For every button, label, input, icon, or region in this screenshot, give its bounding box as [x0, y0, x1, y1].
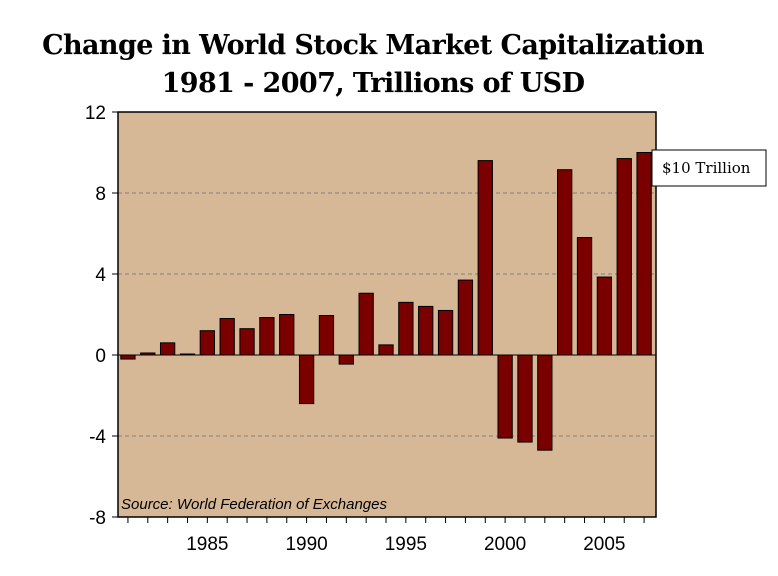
x-tick-label: 2005 [583, 534, 625, 555]
y-tick-label: 12 [85, 103, 106, 124]
y-tick-label: 0 [95, 346, 106, 367]
x-tick-label: 2000 [484, 534, 526, 555]
y-tick-label: -8 [89, 508, 106, 529]
bar-1994 [378, 344, 394, 356]
bar-1985 [199, 330, 215, 356]
bar-2000 [497, 354, 513, 439]
bar-2006 [616, 158, 632, 356]
bar-1981 [120, 354, 136, 360]
bar-1990 [298, 354, 315, 405]
x-tick-label: 1985 [186, 534, 228, 555]
bar-2002 [537, 354, 553, 451]
source-note: Source: World Federation of Exchanges [121, 496, 387, 513]
plot-frame [117, 111, 657, 518]
y-tick-label: -4 [89, 427, 106, 448]
bar-1995 [398, 301, 414, 356]
bar-2003 [557, 169, 573, 356]
x-tick-label: 1995 [385, 534, 427, 555]
y-tick-label: 4 [95, 265, 106, 286]
bar-1999 [477, 160, 493, 356]
bar-1992 [338, 354, 354, 365]
callout-box [651, 149, 767, 187]
bar-1993 [358, 292, 374, 356]
bar-1997 [437, 309, 454, 356]
x-axis: 1985 1990 1995 2000 2005 [127, 517, 645, 555]
bar-1998 [457, 279, 474, 356]
bar-1987 [239, 328, 255, 356]
x-tick-label: 1990 [285, 534, 327, 555]
y-tick-label: 8 [95, 184, 106, 205]
plot-area [118, 112, 656, 517]
bar-2001 [517, 354, 533, 443]
bar-1989 [279, 314, 295, 356]
bar-1986 [219, 318, 235, 356]
callout: $10 Trillion [651, 149, 767, 187]
bar-1983 [159, 342, 176, 356]
chart-title: Change in World Stock Market Capitalizat… [42, 30, 704, 61]
bar-1991 [318, 315, 335, 356]
y-axis: 12 8 4 0 -4 -8 [85, 103, 118, 529]
callout-label: $10 Trillion [662, 159, 751, 177]
bar-2005 [596, 276, 613, 356]
bars [120, 152, 652, 451]
bar-1996 [418, 305, 434, 356]
chart-subtitle: 1981 - 2007, Trillions of USD [161, 68, 585, 99]
bar-2004 [576, 237, 593, 356]
bar-2007 [636, 152, 652, 356]
bar-1988 [259, 317, 275, 356]
